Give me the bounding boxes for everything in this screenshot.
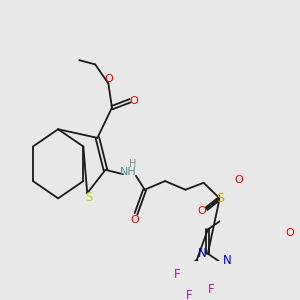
Text: N: N xyxy=(198,247,206,260)
Text: O: O xyxy=(234,175,243,185)
Text: O: O xyxy=(129,96,138,106)
Text: NH: NH xyxy=(120,167,137,177)
Text: S: S xyxy=(85,191,92,204)
Text: N: N xyxy=(223,254,231,267)
Text: F: F xyxy=(186,290,193,300)
Text: O: O xyxy=(104,74,113,84)
Text: O: O xyxy=(130,215,139,225)
Text: H: H xyxy=(129,159,136,169)
Text: O: O xyxy=(285,228,294,238)
Text: S: S xyxy=(216,192,224,205)
Text: O: O xyxy=(198,206,207,216)
Text: F: F xyxy=(208,284,215,296)
Text: F: F xyxy=(174,268,181,281)
